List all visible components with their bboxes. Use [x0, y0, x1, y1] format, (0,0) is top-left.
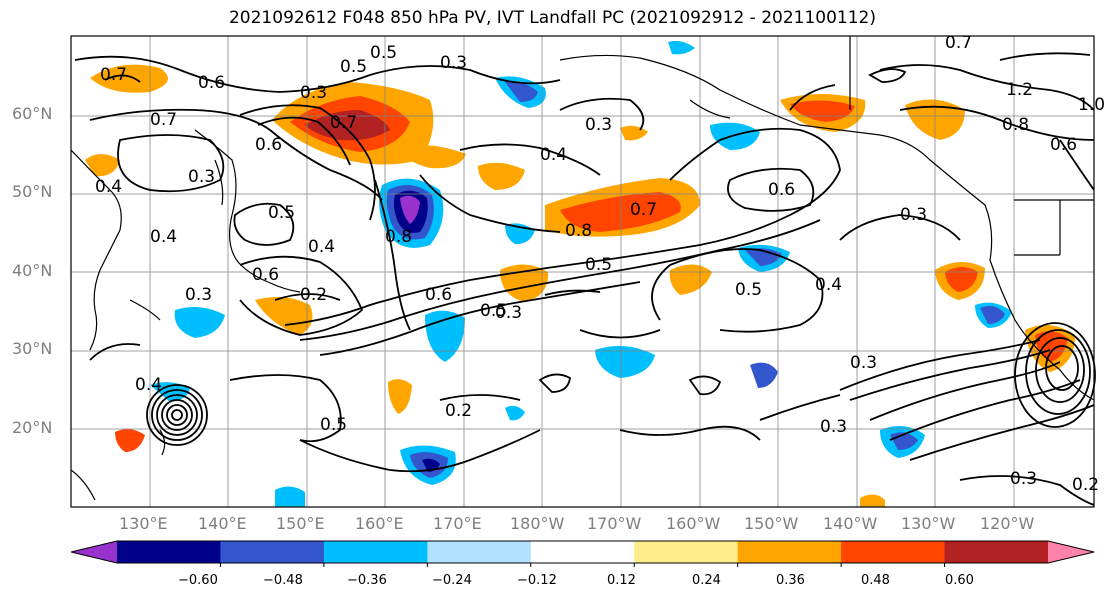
contour-label: 0.8	[1002, 115, 1029, 135]
lon-label-130e: 130°E	[119, 514, 168, 533]
contour-label: 0.3	[185, 285, 212, 305]
contour-label: 0.5	[480, 301, 507, 321]
lon-label-170e: 170°E	[433, 514, 482, 533]
contour-label: 0.3	[900, 205, 927, 225]
colorbar-tick-label: −0.36	[347, 573, 387, 588]
lat-label-60n: 60°N	[12, 104, 53, 123]
colorbar-tick-label: −0.60	[178, 573, 218, 588]
contour-label: 0.3	[300, 83, 327, 103]
lon-label-150e: 150°E	[276, 514, 325, 533]
contour-label: 0.7	[330, 113, 357, 133]
colorbar-tick-label: 0.60	[945, 573, 974, 588]
contour-labels: 0.7 0.60.5 0.30.50.70.30.60.40.50.40.60.30…	[95, 33, 1105, 495]
contour-label: 0.3	[850, 353, 877, 373]
contour-label: 0.2	[300, 285, 327, 305]
colorbar-extend-min	[71, 541, 117, 563]
contour-label: 0.3	[188, 167, 215, 187]
colorbar-segment	[737, 541, 842, 563]
contour-label: 0.8	[565, 221, 592, 241]
map-title: 2021092612 F048 850 hPa PV, IVT Landfall…	[228, 8, 876, 28]
colorbar-tick-label: −0.48	[263, 573, 303, 588]
contour-label: 0.6	[255, 135, 282, 155]
colorbar-segment	[220, 541, 325, 563]
colorbar-tick-label: 0.12	[607, 573, 636, 588]
colorbar-segment	[841, 541, 946, 563]
lat-label-50n: 50°N	[12, 182, 53, 201]
contour-label: 0.5	[340, 57, 367, 77]
colorbar-segment	[634, 541, 739, 563]
contour-label: 0.3	[820, 417, 847, 437]
lon-label-160w: 160°W	[666, 514, 721, 533]
colorbar-tick-label: 0.36	[776, 573, 805, 588]
pv-contours	[74, 52, 1094, 506]
contour-label: 0.5	[735, 280, 762, 300]
contour-label: 0.7	[150, 110, 177, 130]
lon-label-120w: 120°W	[980, 514, 1035, 533]
contour-label: 0.2	[1072, 475, 1099, 495]
contour-label: 0.8	[385, 227, 412, 247]
lat-label-20n: 20°N	[12, 418, 53, 437]
contour-label: 0.7	[945, 33, 972, 53]
colorbar-segment	[117, 541, 221, 563]
colorbar	[70, 540, 1095, 567]
contour-label: 0.4	[95, 177, 122, 197]
contour-label: 0.7	[630, 200, 657, 220]
contour-label: 1.2	[1006, 80, 1033, 100]
colorbar-segment	[323, 541, 428, 563]
contour-label: 0.2	[445, 401, 472, 421]
contour-label: 0.6	[425, 285, 452, 305]
contour-label: 0.3	[495, 303, 522, 323]
pv-anomaly-shading	[85, 40, 1075, 507]
contour-label: 0.5	[370, 43, 397, 63]
colorbar-segment	[530, 541, 635, 563]
contour-label: 0.4	[308, 237, 335, 257]
cyclone-contours	[146, 384, 208, 446]
contour-label: 0.4	[135, 375, 162, 395]
contour-label: 0.4	[540, 145, 567, 165]
contour-label: 1.0	[1078, 95, 1105, 115]
lon-label-170w: 170°W	[587, 514, 642, 533]
cyclone-contours-east	[1014, 322, 1096, 428]
colorbar-tick-label: 0.24	[692, 573, 721, 588]
colorbar-outline	[70, 540, 1095, 564]
contour-label: 0.5	[320, 415, 347, 435]
lon-label-160e: 160°E	[355, 514, 404, 533]
contour-label: 0.6	[768, 180, 795, 200]
lat-label-40n: 40°N	[12, 261, 53, 280]
lon-label-130w: 130°W	[901, 514, 956, 533]
lon-label-140e: 140°E	[198, 514, 247, 533]
lat-label-30n: 30°N	[12, 339, 53, 358]
map-frame	[70, 35, 1095, 508]
contour-label: 0.4	[150, 227, 177, 247]
lon-label-140w: 140°W	[823, 514, 878, 533]
contour-label: 0.3	[440, 53, 467, 73]
contour-label: 0.3	[1010, 469, 1037, 489]
colorbar-segment	[944, 541, 1049, 563]
coastlines	[71, 36, 1094, 501]
graticule	[71, 36, 1094, 507]
contour-label: 0.4	[815, 275, 842, 295]
colorbar-tick-label: −0.12	[517, 573, 557, 588]
contour-label: 0.7	[100, 65, 127, 85]
contour-label: 0.6	[198, 73, 225, 93]
colorbar-extend-max	[1048, 541, 1094, 563]
lon-label-150w: 150°W	[744, 514, 799, 533]
contour-label: 0.5	[268, 203, 295, 223]
contour-label: 0.3	[585, 115, 612, 135]
colorbar-tick-label: 0.48	[861, 573, 890, 588]
lon-label-180w: 180°W	[510, 514, 565, 533]
contour-label: 0.6	[252, 265, 279, 285]
colorbar-segment	[427, 541, 532, 563]
contour-label: 0.5	[585, 255, 612, 275]
colorbar-tick-label: −0.24	[432, 573, 472, 588]
contour-label: 0.6	[1050, 135, 1077, 155]
